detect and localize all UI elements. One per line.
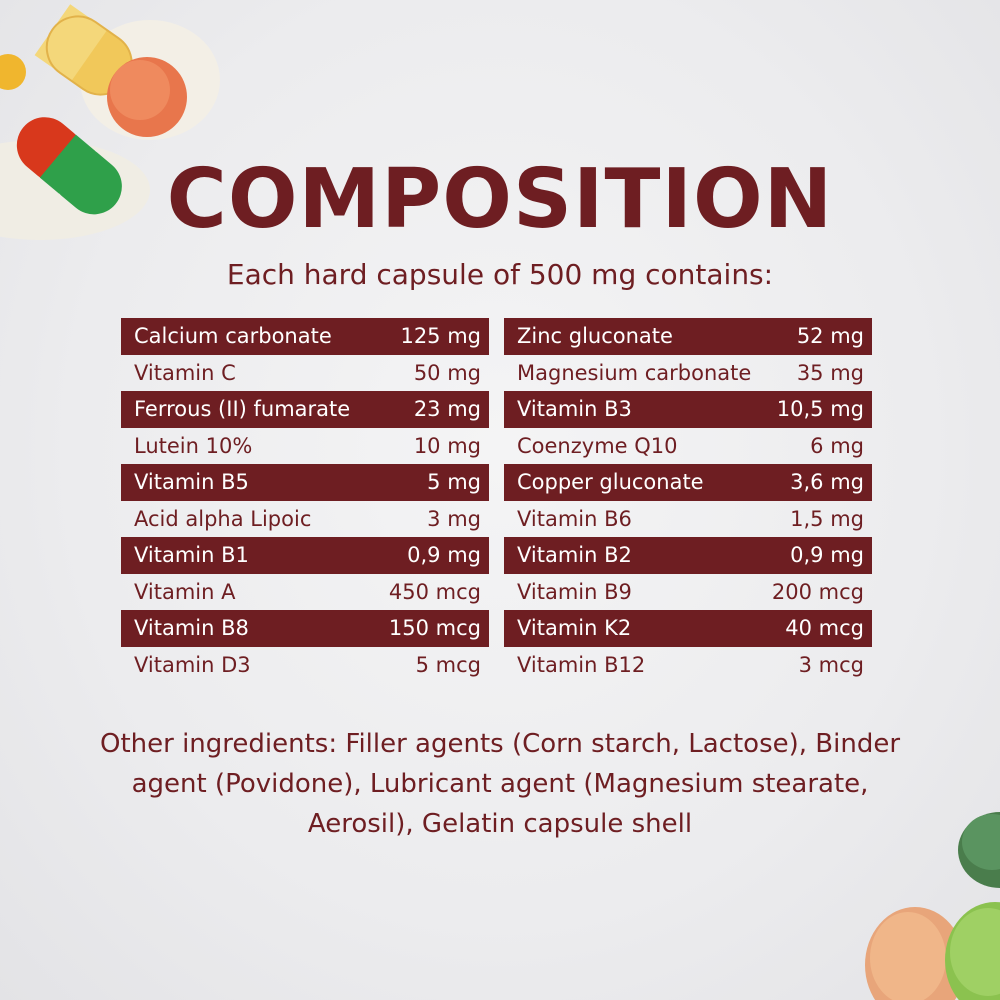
table-row: Lutein 10% 10 mg — [121, 428, 489, 465]
ingredient-name: Zinc gluconate — [517, 324, 673, 349]
table-row: Vitamin B6 1,5 mg — [504, 501, 872, 538]
ingredient-amount: 50 mg — [413, 360, 481, 385]
ingredient-amount: 10 mg — [413, 433, 481, 458]
ingredient-name: Vitamin K2 — [517, 616, 632, 641]
ingredient-amount: 5 mcg — [415, 652, 481, 677]
other-ingredients-text: Other ingredients: Filler agents (Corn s… — [100, 729, 901, 839]
ingredient-name: Copper gluconate — [517, 470, 704, 495]
table-row: Calcium carbonate 125 mg — [121, 318, 489, 355]
table-row: Vitamin A 450 mcg — [121, 574, 489, 611]
ingredient-name: Vitamin B3 — [517, 397, 632, 422]
ingredient-name: Ferrous (II) fumarate — [134, 397, 351, 422]
table-row: Vitamin K2 40 mcg — [504, 610, 872, 647]
ingredient-amount: 200 mcg — [771, 579, 864, 604]
table-row: Vitamin B9 200 mcg — [504, 574, 872, 611]
ingredient-name: Acid alpha Lipoic — [134, 506, 312, 531]
page-subtitle: Each hard capsule of 500 mg contains: — [226, 258, 774, 291]
composition-table-right: Zinc gluconate 52 mg Magnesium carbonate 35… — [504, 318, 872, 683]
page-title: COMPOSITION — [166, 152, 834, 247]
ingredient-name: Vitamin B2 — [517, 543, 632, 568]
ingredient-name: Vitamin B1 — [134, 543, 249, 568]
ingredient-amount: 125 mg — [400, 324, 481, 349]
composition-table-left: Calcium carbonate 125 mg Vitamin C 50 mg Fer… — [121, 318, 489, 683]
ingredient-amount: 3 mg — [427, 506, 481, 531]
table-row: Copper gluconate 3,6 mg — [504, 464, 872, 501]
ingredient-name: Coenzyme Q10 — [517, 433, 678, 458]
ingredient-amount: 150 mcg — [388, 616, 481, 641]
ingredient-amount: 0,9 mg — [407, 543, 481, 568]
ingredient-amount: 52 mg — [796, 324, 864, 349]
ingredient-amount: 35 mg — [796, 360, 864, 385]
ingredient-name: Vitamin B6 — [517, 506, 632, 531]
ingredient-name: Vitamin B12 — [517, 652, 646, 677]
ingredient-amount: 450 mcg — [388, 579, 481, 604]
ingredient-amount: 3,6 mg — [790, 470, 864, 495]
table-row: Coenzyme Q10 6 mg — [504, 428, 872, 465]
ingredient-name: Vitamin B8 — [134, 616, 249, 641]
ingredient-amount: 5 mg — [427, 470, 481, 495]
table-row: Vitamin B3 10,5 mg — [504, 391, 872, 428]
ingredient-name: Vitamin C — [134, 360, 236, 385]
ingredient-name: Vitamin D3 — [134, 652, 251, 677]
ingredient-amount: 1,5 mg — [790, 506, 864, 531]
ingredient-name: Magnesium carbonate — [517, 360, 752, 385]
ingredient-amount: 0,9 mg — [790, 543, 864, 568]
table-row: Vitamin B8 150 mcg — [121, 610, 489, 647]
ingredient-amount: 6 mg — [810, 433, 864, 458]
table-row: Vitamin C 50 mg — [121, 355, 489, 392]
ingredient-name: Lutein 10% — [134, 433, 253, 458]
ingredient-name: Vitamin B9 — [517, 579, 632, 604]
ingredient-name: Vitamin B5 — [134, 470, 249, 495]
ingredient-amount: 40 mcg — [785, 616, 864, 641]
ingredient-amount: 10,5 mg — [776, 397, 864, 422]
table-row: Zinc gluconate 52 mg — [504, 318, 872, 355]
table-row: Acid alpha Lipoic 3 mg — [121, 501, 489, 538]
ingredient-name: Vitamin A — [134, 579, 236, 604]
ingredient-amount: 3 mcg — [798, 652, 864, 677]
ingredient-name: Calcium carbonate — [134, 324, 332, 349]
table-row: Magnesium carbonate 35 mg — [504, 355, 872, 392]
table-row: Vitamin B2 0,9 mg — [504, 537, 872, 574]
table-row: Vitamin B5 5 mg — [121, 464, 489, 501]
table-row: Vitamin D3 5 mcg — [121, 647, 489, 684]
table-row: Vitamin B1 0,9 mg — [121, 537, 489, 574]
ingredient-amount: 23 mg — [413, 397, 481, 422]
table-row: Ferrous (II) fumarate 23 mg — [121, 391, 489, 428]
table-row: Vitamin B12 3 mcg — [504, 647, 872, 684]
